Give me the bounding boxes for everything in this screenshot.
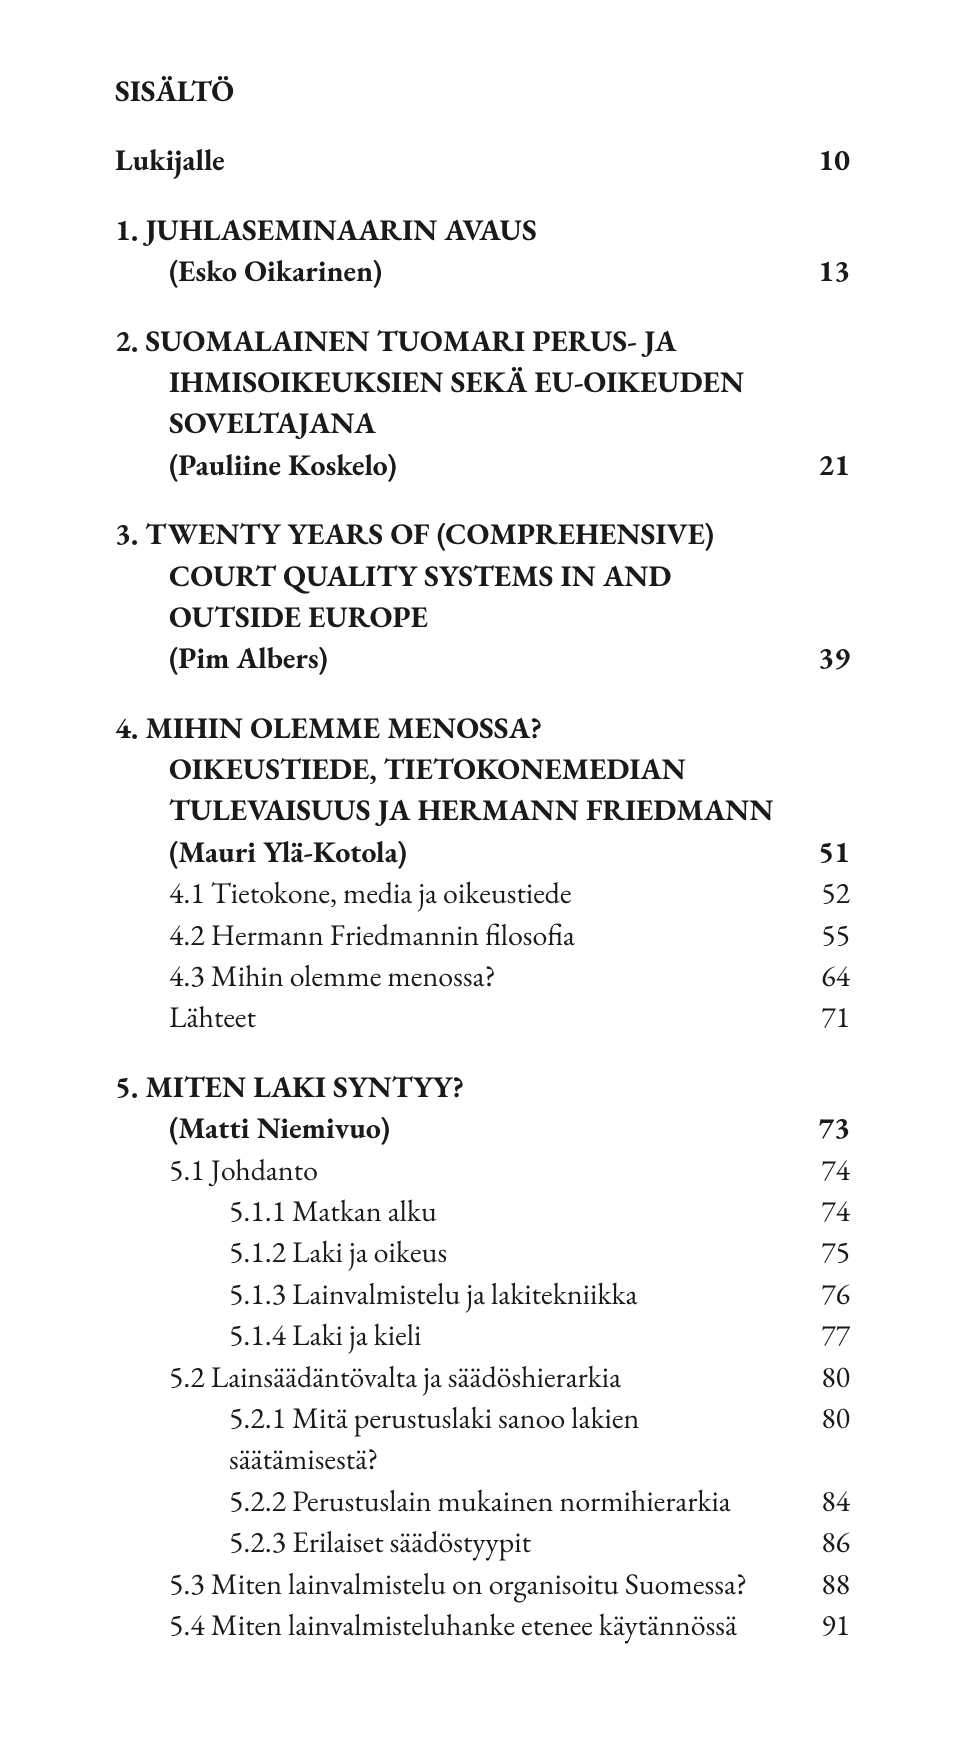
toc-subitem: 4.2 Hermann Friedmannin filosofia 55 [115, 914, 850, 955]
toc-subitem: 4.3 Mihin olemme menossa? 64 [115, 955, 850, 996]
page-title: SISÄLTÖ [115, 70, 850, 111]
section-author: (Matti Niemivuo) [115, 1107, 790, 1148]
toc-page-number: 39 [790, 637, 850, 678]
toc-label: 5.2.1 Mitä perustuslaki sanoo lakien sää… [229, 1397, 790, 1480]
section-5-title: 5. MITEN LAKI SYNTYY? [115, 1066, 850, 1107]
toc-page-number: 51 [790, 831, 850, 872]
toc-page-number: 71 [790, 996, 850, 1037]
toc-page-number: 86 [790, 1521, 850, 1562]
section-1-title: 1. JUHLASEMINAARIN AVAUS [115, 209, 850, 250]
toc-label: Lähteet [169, 996, 790, 1037]
toc-page-number: 10 [790, 139, 850, 180]
section-4-title-line: OIKEUSTIEDE, TIETOKONEMEDIAN [115, 748, 850, 789]
toc-label: 5.3 Miten lainvalmistelu on organisoitu … [169, 1563, 790, 1604]
section-1-author-row: (Esko Oikarinen) 13 [115, 250, 850, 291]
section-4-title-line: TULEVAISUUS JA HERMANN FRIEDMANN [115, 789, 850, 830]
section-4-title-line: 4. MIHIN OLEMME MENOSSA? [115, 707, 850, 748]
section-3-title-line: OUTSIDE EUROPE [115, 596, 850, 637]
toc-page-number: 75 [790, 1231, 850, 1272]
toc-subsubitem: 5.1.3 Lainvalmistelu ja lakitekniikka 76 [115, 1273, 850, 1314]
section-2-title-line: IHMISOIKEUKSIEN SEKÄ EU-OIKEUDEN [115, 361, 850, 402]
toc-label: Lukijalle [115, 139, 790, 180]
toc-subitem: 5.3 Miten lainvalmistelu on organisoitu … [115, 1563, 850, 1604]
toc-page-number: 77 [790, 1314, 850, 1355]
toc-label: 5.1.3 Lainvalmistelu ja lakitekniikka [229, 1273, 790, 1314]
section-author: (Pauliine Koskelo) [115, 444, 790, 485]
section-2-author-row: (Pauliine Koskelo) 21 [115, 444, 850, 485]
section-author: (Pim Albers) [115, 637, 790, 678]
toc-label: 5.2.2 Perustuslain mukainen normihierark… [229, 1480, 790, 1521]
toc-page-number: 21 [790, 444, 850, 485]
section-2-title-line: 2. SUOMALAINEN TUOMARI PERUS- JA [115, 320, 850, 361]
toc-page-number: 73 [790, 1107, 850, 1148]
toc-subitem: 4.1 Tietokone, media ja oikeustiede 52 [115, 872, 850, 913]
toc-subitem: 5.1 Johdanto 74 [115, 1149, 850, 1190]
toc-label: 5.1.2 Laki ja oikeus [229, 1231, 790, 1272]
toc-page-number: 74 [790, 1190, 850, 1231]
toc-label: 4.2 Hermann Friedmannin filosofia [169, 914, 790, 955]
section-author: (Esko Oikarinen) [115, 250, 790, 291]
toc-page-number: 84 [790, 1480, 850, 1521]
toc-page-number: 88 [790, 1563, 850, 1604]
toc-label: 5.2.3 Erilaiset säädöstyypit [229, 1521, 790, 1562]
toc-page-number: 55 [790, 914, 850, 955]
section-3-author-row: (Pim Albers) 39 [115, 637, 850, 678]
section-3-title-line: 3. TWENTY YEARS OF (COMPREHENSIVE) [115, 513, 850, 554]
toc-page: SISÄLTÖ Lukijalle 10 1. JUHLASEMINAARIN … [0, 0, 960, 1753]
toc-page-number: 80 [790, 1356, 850, 1397]
toc-page-number: 91 [790, 1604, 850, 1645]
toc-page-number: 64 [790, 955, 850, 996]
toc-page-number: 52 [790, 872, 850, 913]
section-5-author-row: (Matti Niemivuo) 73 [115, 1107, 850, 1148]
toc-label: 5.4 Miten lainvalmisteluhanke etenee käy… [169, 1604, 790, 1645]
section-2-title-line: SOVELTAJANA [115, 402, 850, 443]
toc-subsubitem: 5.1.1 Matkan alku 74 [115, 1190, 850, 1231]
toc-subsubitem: 5.1.4 Laki ja kieli 77 [115, 1314, 850, 1355]
toc-lukijalle: Lukijalle 10 [115, 139, 850, 180]
toc-subitem: 5.4 Miten lainvalmisteluhanke etenee käy… [115, 1604, 850, 1645]
toc-page-number: 76 [790, 1273, 850, 1314]
toc-label: 4.3 Mihin olemme menossa? [169, 955, 790, 996]
toc-subsubitem: 5.2.1 Mitä perustuslaki sanoo lakien sää… [115, 1397, 850, 1480]
toc-page-number: 74 [790, 1149, 850, 1190]
toc-subsubitem: 5.2.3 Erilaiset säädöstyypit 86 [115, 1521, 850, 1562]
toc-page-number: 13 [790, 250, 850, 291]
toc-label: 5.1.4 Laki ja kieli [229, 1314, 790, 1355]
toc-label: 5.1 Johdanto [169, 1149, 790, 1190]
toc-subitem: Lähteet 71 [115, 996, 850, 1037]
section-3-title-line: COURT QUALITY SYSTEMS IN AND [115, 555, 850, 596]
toc-page-number: 80 [790, 1397, 850, 1438]
toc-label: 5.2 Lainsäädäntövalta ja säädöshierarkia [169, 1356, 790, 1397]
section-author: (Mauri Ylä-Kotola) [115, 831, 790, 872]
toc-label: 5.1.1 Matkan alku [229, 1190, 790, 1231]
section-4-author-row: (Mauri Ylä-Kotola) 51 [115, 831, 850, 872]
toc-subitem: 5.2 Lainsäädäntövalta ja säädöshierarkia… [115, 1356, 850, 1397]
toc-label: 4.1 Tietokone, media ja oikeustiede [169, 872, 790, 913]
toc-subsubitem: 5.1.2 Laki ja oikeus 75 [115, 1231, 850, 1272]
toc-subsubitem: 5.2.2 Perustuslain mukainen normihierark… [115, 1480, 850, 1521]
